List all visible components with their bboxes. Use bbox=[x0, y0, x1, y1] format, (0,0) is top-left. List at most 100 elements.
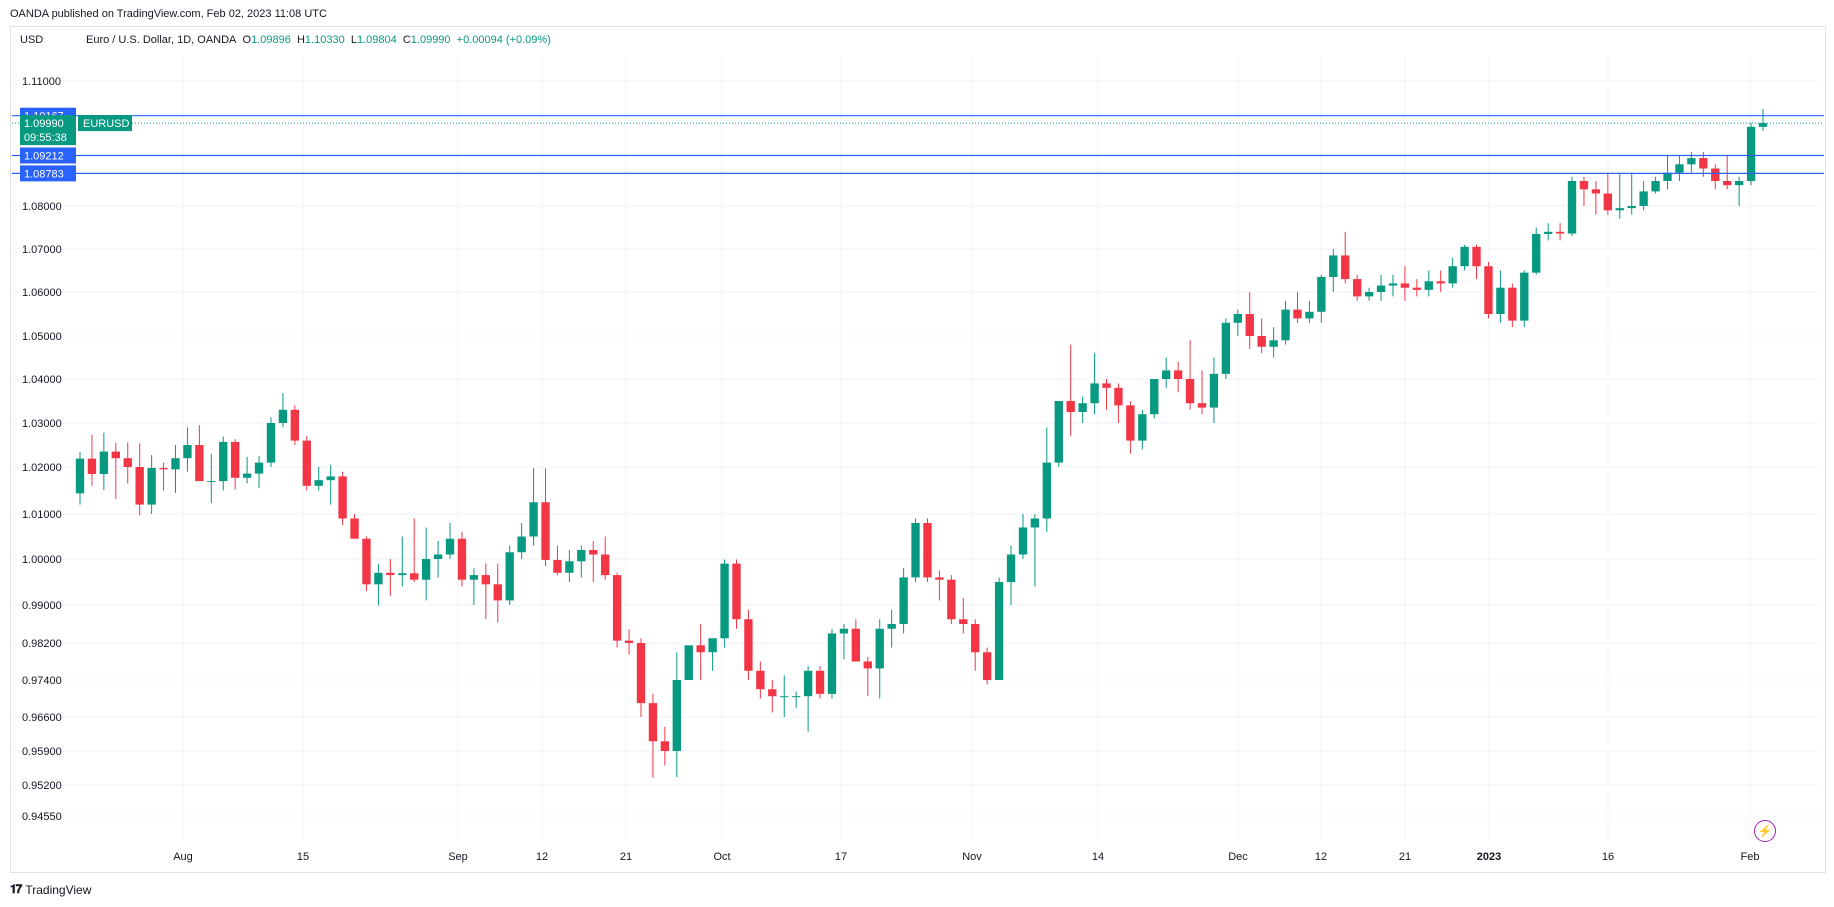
candle-body bbox=[1197, 403, 1207, 408]
candle-body bbox=[290, 409, 300, 441]
candle-body bbox=[135, 467, 144, 505]
candle-body bbox=[75, 458, 85, 494]
tradingview-brand[interactable]: 𝟏𝟕 TradingView bbox=[10, 882, 91, 897]
symbol-tag-text: EURUSD bbox=[83, 118, 130, 130]
candle-body bbox=[1639, 191, 1648, 206]
candle-body bbox=[1090, 383, 1099, 404]
candle-body bbox=[851, 628, 861, 662]
y-tick-label: 1.08000 bbox=[22, 201, 62, 213]
high-value: 1.10330 bbox=[304, 34, 345, 46]
candle-body bbox=[982, 652, 992, 680]
candle-body bbox=[839, 628, 849, 634]
candle-body bbox=[660, 741, 670, 751]
level-price-text: 1.08783 bbox=[24, 168, 64, 180]
candle-body bbox=[1627, 206, 1636, 209]
candle-body bbox=[1305, 311, 1314, 319]
candle-body bbox=[183, 445, 192, 459]
candle-body bbox=[87, 458, 97, 475]
candle-body bbox=[457, 538, 467, 580]
y-tick-label: 1.04000 bbox=[22, 374, 62, 386]
candle-body bbox=[1484, 266, 1493, 314]
candle-body bbox=[1364, 292, 1374, 297]
lightning-icon[interactable]: ⚡ bbox=[1754, 820, 1776, 842]
candle-body bbox=[720, 563, 729, 639]
y-tick-label: 0.95200 bbox=[22, 780, 62, 792]
current-price-tag bbox=[20, 115, 76, 146]
candle-body bbox=[1329, 255, 1338, 277]
candle-body bbox=[672, 680, 681, 751]
candle-body bbox=[517, 536, 526, 553]
candle-body bbox=[1102, 383, 1111, 388]
candle-body bbox=[1687, 158, 1696, 165]
candle-body bbox=[923, 523, 932, 578]
candle-body bbox=[1508, 287, 1517, 321]
candle-body bbox=[1675, 164, 1684, 173]
candle-body bbox=[875, 628, 884, 669]
candle-body bbox=[899, 577, 908, 624]
candle-body bbox=[1711, 168, 1720, 181]
candle-body bbox=[1723, 181, 1732, 186]
y-tick-label: 0.95900 bbox=[22, 746, 62, 758]
candle-body bbox=[1543, 231, 1553, 234]
candle-body bbox=[947, 579, 956, 620]
candle-body bbox=[791, 696, 801, 698]
candle-body bbox=[1734, 181, 1744, 186]
y-tick-label: 0.98200 bbox=[22, 638, 62, 650]
x-tick-label: Nov bbox=[962, 851, 982, 863]
candle-body bbox=[1341, 255, 1350, 280]
candle-body bbox=[230, 441, 240, 478]
candle-body bbox=[732, 563, 741, 620]
candle-body bbox=[1114, 387, 1123, 406]
x-tick-label: 14 bbox=[1092, 851, 1104, 863]
open-label: O bbox=[242, 34, 252, 46]
candle-body bbox=[1078, 403, 1087, 412]
candle-body bbox=[1245, 314, 1254, 336]
candle-body bbox=[123, 458, 132, 467]
y-tick-label: 0.96600 bbox=[22, 712, 62, 724]
y-tick-label: 0.94550 bbox=[22, 811, 62, 823]
y-tick-label: 1.07000 bbox=[22, 244, 62, 256]
level-price-text: 1.09212 bbox=[24, 151, 64, 163]
x-tick-label: 2023 bbox=[1477, 851, 1501, 863]
candle-body bbox=[302, 440, 311, 486]
x-tick-label: Aug bbox=[173, 851, 193, 863]
candle-body bbox=[159, 467, 168, 470]
candle-body bbox=[648, 703, 658, 742]
y-tick-label: 0.99000 bbox=[22, 600, 62, 612]
candle-body bbox=[469, 575, 479, 580]
candle-body bbox=[195, 445, 204, 482]
candle-body bbox=[421, 559, 431, 580]
candle-body bbox=[1472, 246, 1481, 267]
candle-body bbox=[1221, 322, 1231, 374]
candle-body bbox=[1066, 401, 1075, 412]
y-tick-label: 1.11000 bbox=[22, 76, 61, 88]
candle-body bbox=[1352, 279, 1362, 297]
candle-body bbox=[589, 550, 598, 555]
candle-body bbox=[1436, 281, 1445, 284]
x-tick-label: Feb bbox=[1741, 851, 1760, 863]
candle-body bbox=[1591, 189, 1601, 194]
candle-body bbox=[1460, 246, 1469, 267]
candle-body bbox=[696, 645, 705, 653]
candle-body bbox=[1603, 193, 1613, 211]
candle-body bbox=[1209, 373, 1219, 408]
candle-body bbox=[1138, 414, 1147, 441]
candle-body bbox=[1233, 314, 1242, 323]
symbol-title: Euro / U.S. Dollar, 1D, OANDA bbox=[86, 34, 237, 46]
candle-body bbox=[708, 638, 717, 653]
close-value: 1.09990 bbox=[410, 34, 451, 46]
candle-body bbox=[398, 573, 407, 576]
candle-body bbox=[1615, 208, 1624, 211]
candle-body bbox=[481, 575, 491, 585]
candle-body bbox=[1173, 370, 1183, 379]
candle-body bbox=[1555, 231, 1565, 234]
candle-body bbox=[410, 573, 419, 580]
candle-body bbox=[1317, 276, 1326, 312]
open-value: 1.09896 bbox=[251, 34, 291, 46]
candle-body bbox=[1018, 527, 1028, 555]
candle-body bbox=[1699, 158, 1708, 169]
candle-body bbox=[1376, 285, 1386, 292]
high-label: H bbox=[296, 34, 305, 46]
candle-body bbox=[386, 572, 395, 576]
